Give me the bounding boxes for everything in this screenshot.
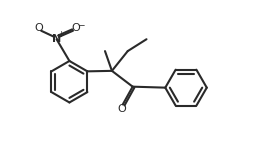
Text: N: N: [52, 34, 61, 44]
Text: O: O: [71, 23, 80, 33]
Text: −: −: [77, 20, 84, 29]
Text: O: O: [117, 104, 126, 114]
Text: +: +: [57, 30, 64, 39]
Text: O: O: [34, 23, 43, 33]
